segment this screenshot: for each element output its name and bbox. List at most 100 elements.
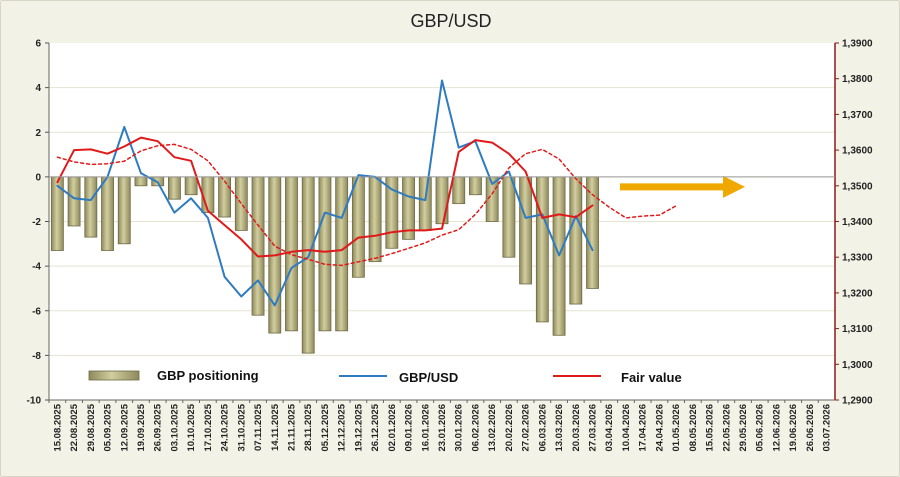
- x-tick-label: 15.08.2025: [52, 403, 63, 451]
- y-right-tick-label: 1,3300: [842, 253, 873, 264]
- x-tick-label: 30.01.2026: [454, 404, 465, 452]
- x-tick-label: 03.10.2025: [169, 403, 180, 451]
- x-tick-label: 15.05.2026: [705, 404, 716, 452]
- x-tick-label: 09.01.2026: [404, 404, 415, 452]
- positioning-bar: [168, 176, 181, 200]
- y-left-tick-label: -4: [32, 262, 41, 273]
- y-right-tick-label: 1,3800: [842, 74, 873, 85]
- x-tick-label: 01.05.2026: [671, 404, 682, 452]
- x-tick-label: 02.01.2026: [387, 404, 398, 452]
- positioning-bar: [67, 176, 81, 227]
- axes: -10 -8 -6 -4 -2 0 2 4 6 1,2900 1,3000 1,3100 1,3200 1…: [27, 39, 873, 452]
- x-tick-label: 26.12.2025: [370, 403, 381, 451]
- y-right-tick-label: 1,3900: [842, 39, 873, 50]
- positioning-bar: [435, 176, 449, 225]
- positioning-bar: [117, 176, 131, 245]
- x-tick-label: 10.10.2025: [186, 403, 197, 451]
- x-tick-label: 21.11.2025: [286, 403, 297, 451]
- forecast-arrow-group: [619, 175, 746, 198]
- x-tick-label: 06.02.2026: [470, 404, 481, 452]
- y-left-tick-label: -6: [32, 306, 41, 317]
- y-left-tick-label: -8: [32, 351, 41, 362]
- legend-label-gbpusd: GBP/USD: [399, 370, 458, 385]
- y-right-tick-label: 1,3700: [842, 110, 873, 121]
- x-tick-label: 12.12.2025: [337, 403, 348, 451]
- x-tick-label: 14.11.2025: [270, 403, 281, 451]
- y-left-tick-label: 2: [35, 128, 41, 139]
- chart-title: GBP/USD: [410, 11, 491, 31]
- bar-series: [50, 176, 599, 354]
- positioning-bar: [418, 176, 432, 231]
- grid-lines: [49, 87, 835, 356]
- y-right-tick-label: 1,2900: [842, 396, 873, 407]
- legend-label-positioning: GBP positioning: [157, 368, 259, 383]
- x-tick-label: 22.08.2025: [69, 403, 80, 451]
- x-tick-label: 03.07.2026: [822, 404, 833, 452]
- positioning-bar: [385, 176, 399, 249]
- x-tick-label: 10.04.2026: [621, 404, 632, 452]
- x-tick-label: 26.06.2026: [805, 404, 816, 452]
- x-tick-label: 20.03.2026: [571, 404, 582, 452]
- positioning-bar: [502, 176, 516, 258]
- y-left-tick-label: 0: [35, 172, 41, 183]
- positioning-bar: [285, 176, 298, 332]
- positioning-bar: [218, 176, 232, 218]
- x-tick-label: 29.08.2025: [86, 403, 97, 451]
- fair-value-line: [56, 136, 594, 258]
- positioning-bar: [134, 176, 148, 187]
- y-right-tick-label: 1,3200: [842, 288, 873, 299]
- x-tick-label: 08.05.2026: [688, 404, 699, 452]
- x-tick-label: 07.11.2025: [253, 403, 264, 451]
- legend: GBP positioning GBP/USD Fair value: [88, 368, 682, 385]
- x-tick-label: 29.05.2026: [738, 404, 749, 452]
- legend-label-fair-value: Fair value: [621, 370, 682, 385]
- x-tick-label: 26.09.2025: [153, 403, 164, 451]
- x-tick-label: 05.12.2025: [320, 403, 331, 451]
- x-tick-label: 17.04.2026: [638, 404, 649, 452]
- positioning-bar: [519, 176, 533, 285]
- y-right-tick-label: 1,3500: [842, 181, 873, 192]
- positioning-bar: [368, 176, 382, 263]
- x-tick-label: 16.01.2026: [420, 404, 431, 452]
- y-right-tick-label: 1,3000: [842, 360, 873, 371]
- y-left-tick-label: 6: [35, 39, 41, 50]
- positioning-bar: [201, 176, 215, 213]
- line-series: [56, 79, 677, 307]
- positioning-bar: [301, 176, 315, 354]
- x-tick-label: 19.09.2025: [136, 403, 147, 451]
- forecast-arrow-head: [723, 175, 746, 198]
- y-right-tick-label: 1,3400: [842, 217, 873, 228]
- positioning-bar: [469, 176, 482, 196]
- x-tick-label: 22.05.2026: [721, 404, 732, 452]
- x-tick-label: 13.02.2026: [487, 404, 498, 452]
- x-tick-label: 27.03.2026: [588, 404, 599, 452]
- positioning-bar: [586, 176, 599, 289]
- y-left-tick-label: -2: [32, 217, 41, 228]
- x-tick-label: 12.09.2025: [119, 403, 130, 451]
- x-tick-label: 28.11.2025: [303, 403, 314, 451]
- positioning-bar: [569, 176, 583, 305]
- y-right-tick-label: 1,3600: [842, 146, 873, 157]
- x-tick-label: 06.03.2026: [537, 404, 548, 452]
- x-tick-label: 24.10.2025: [220, 403, 231, 451]
- positioning-bar: [101, 176, 114, 251]
- positioning-bar: [84, 176, 98, 238]
- y-left-tick-label: -10: [27, 396, 42, 407]
- x-tick-label: 17.10.2025: [203, 403, 214, 451]
- positioning-bar: [318, 176, 332, 332]
- positioning-bar: [251, 176, 265, 316]
- y-right-tick-label: 1,3100: [842, 324, 873, 335]
- x-tick-label: 13.03.2026: [554, 404, 565, 452]
- x-tick-label: 03.04.2026: [604, 404, 615, 452]
- legend-swatch-positioning: [88, 370, 140, 381]
- x-tick-label: 05.06.2026: [755, 404, 766, 452]
- x-tick-label: 24.04.2026: [654, 404, 665, 452]
- positioning-bar: [234, 176, 248, 231]
- fair-value-trend-line: [56, 143, 677, 267]
- x-tick-label: 12.06.2026: [771, 404, 782, 452]
- x-tick-label: 27.02.2026: [521, 404, 532, 452]
- positioning-bar: [535, 176, 549, 323]
- x-tick-label: 19.06.2026: [788, 404, 799, 452]
